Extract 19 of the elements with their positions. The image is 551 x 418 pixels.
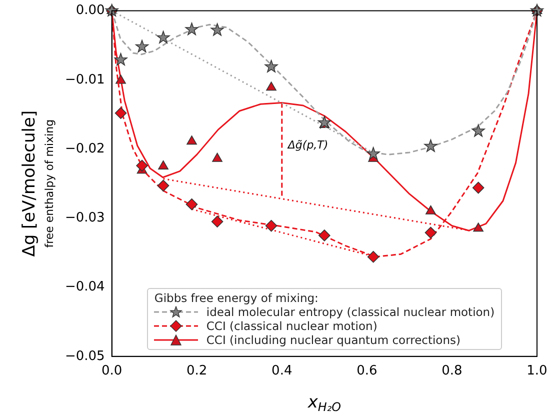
x-tick-label: 0.0 — [101, 364, 122, 379]
y-tick-label: −0.04 — [64, 280, 105, 295]
annotation: Δg̃(p,T) — [286, 138, 328, 152]
y-tick-label: −0.03 — [64, 210, 105, 226]
legend-title: Gibbs free energy of mixing: — [154, 291, 320, 306]
legend-label: CCI (classical nuclear motion) — [206, 319, 378, 334]
x-tick-label: 0.8 — [442, 364, 462, 379]
text: free enthalpy of mixing — [42, 119, 56, 248]
y-tick-label: −0.05 — [64, 348, 105, 364]
x-tick-label: 0.4 — [272, 364, 292, 379]
y-axis-title: Δg [eV/molecule] — [19, 110, 40, 257]
y-tick-label: 0.00 — [76, 3, 105, 18]
y-tick-label: −0.02 — [64, 141, 105, 156]
y-tick-label: −0.01 — [64, 72, 105, 88]
legend-label: CCI (including nuclear quantum corrections) — [206, 333, 460, 348]
x-tick-label: 0.6 — [356, 364, 378, 379]
legend-label: ideal molecular entropy (classical nuclear motion) — [206, 305, 495, 320]
x-tick-label: 1.0 — [526, 364, 548, 379]
x-tick-label: 0.2 — [186, 364, 208, 379]
